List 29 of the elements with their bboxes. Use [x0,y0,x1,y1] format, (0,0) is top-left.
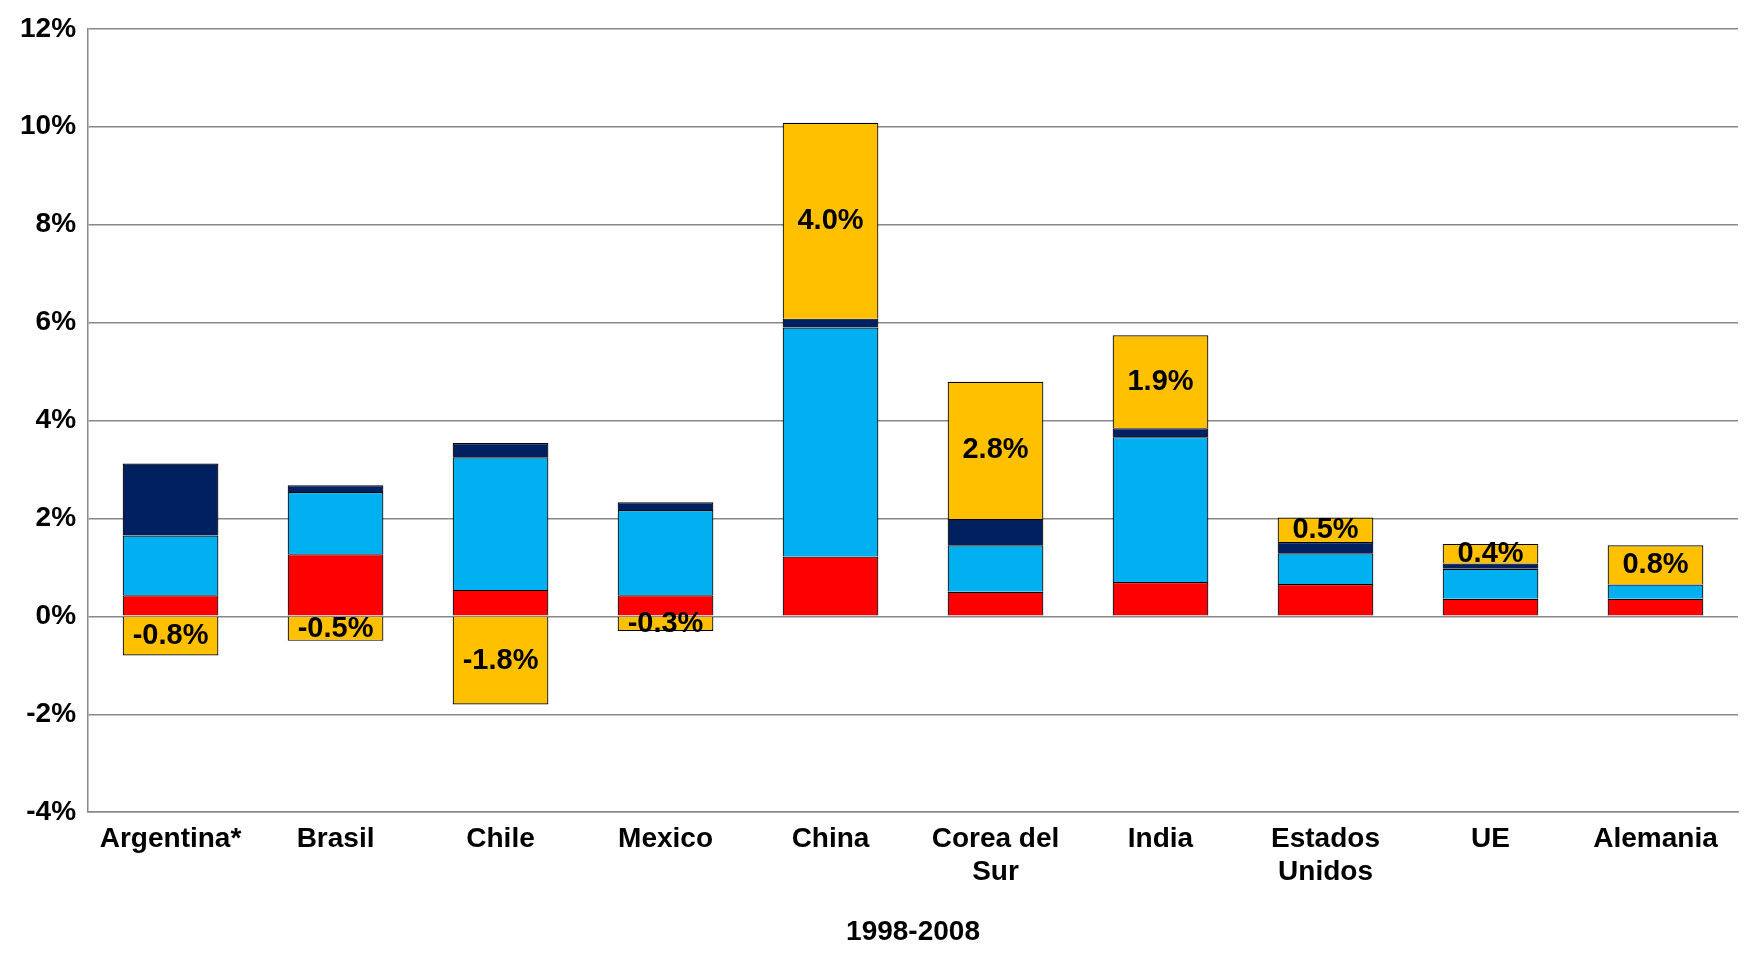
x-tick-label: UE [1471,821,1510,853]
y-tick-label: 0% [35,599,77,631]
y-tick-label: 2% [35,501,77,533]
x-tick-label: Mexico [618,821,713,853]
y-tick-label: -4% [26,794,77,826]
data-label: -0.5% [297,610,374,643]
x-tick-label: Alemania [1593,821,1719,853]
data-label: -0.8% [132,618,209,651]
x-tick-label: Brasil [296,821,375,853]
data-label: -1.8% [462,642,539,675]
x-tick-label: Corea del Sur [931,821,1060,887]
x-tick-label: China [791,821,870,853]
data-label: 2.8% [962,432,1029,465]
data-label: 0.4% [1457,535,1524,568]
y-tick-label: -2% [26,696,77,728]
x-tick-label: Argentina* [99,821,242,853]
y-tick-label: 10% [19,109,77,141]
x-tick-label: Chile [466,821,535,853]
y-tick-label: 8% [35,207,77,239]
x-tick-label: Estados Unidos [1271,821,1380,887]
x-tick-label: India [1127,821,1194,853]
y-tick-label: 6% [35,305,77,337]
data-label: 4.0% [797,202,864,235]
y-tick-label: 4% [35,403,77,435]
data-label: 1.9% [1127,363,1194,396]
x-axis-title: 1998-2008 [846,914,980,946]
y-tick-label: 12% [19,11,77,43]
data-label: 0.8% [1622,546,1689,579]
data-label: 0.5% [1292,511,1359,544]
